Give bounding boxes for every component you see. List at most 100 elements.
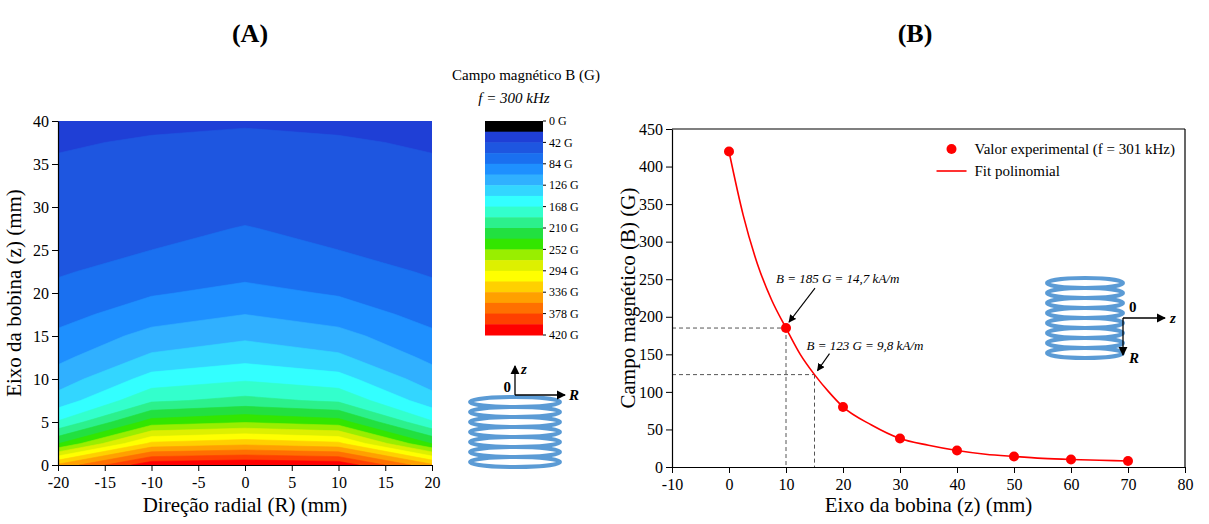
contour-band <box>132 460 359 465</box>
x-tick-mark <box>1014 467 1015 473</box>
y-tick-mark <box>666 354 672 355</box>
y-tick-label: 400 <box>639 158 663 175</box>
y-tick-mark <box>666 317 672 318</box>
annotation: B = 123 G = 9,8 kA/m <box>807 338 924 353</box>
y-tick-mark <box>666 129 672 130</box>
x-tick: 10 <box>331 465 347 491</box>
colorbar-tick <box>543 249 546 250</box>
y-tick-mark <box>666 167 672 168</box>
colorbar-tick <box>543 142 546 143</box>
x-tick: 10 <box>779 467 795 493</box>
contour-band <box>79 450 411 465</box>
colorbar-band <box>485 164 543 175</box>
guide-vertical <box>786 328 787 467</box>
annotation: B = 185 G = 14,7 kA/m <box>776 271 899 286</box>
y-tick-mark <box>52 465 58 466</box>
contour-band <box>58 428 432 465</box>
x-tick-mark <box>105 465 106 471</box>
legend-label: Fit polinomial <box>975 163 1060 179</box>
colorbar-title: Campo magnético B (G) <box>452 67 600 84</box>
y-tick: 10 <box>33 371 58 388</box>
colorbar-subtitle: f = 300 kHz <box>478 90 550 106</box>
x-tick-label: 0 <box>726 476 734 493</box>
colorbar-tick-label: 168 G <box>549 200 579 214</box>
colorbar-band <box>485 121 543 132</box>
y-tick-label: 250 <box>639 271 663 288</box>
colorbar-band <box>485 228 543 239</box>
y-axis: 050100150200250300350400450 <box>639 121 673 476</box>
x-tick-label: -20 <box>48 474 69 491</box>
coil-label: 0 <box>1129 299 1137 315</box>
colorbar-tick-label: 378 G <box>549 307 579 321</box>
y-tick: 300 <box>639 233 672 250</box>
fit-line <box>729 152 1128 461</box>
x-tick-mark <box>786 467 787 473</box>
y-tick: 20 <box>33 285 58 302</box>
contour-band <box>58 128 432 465</box>
y-tick: 200 <box>639 308 672 325</box>
contour-band <box>58 445 432 465</box>
x-tick-label: 20 <box>425 474 441 491</box>
legend-marker <box>947 144 957 154</box>
legend: Valor experimental (f = 301 kHz) Fit poli… <box>937 141 1175 179</box>
x-tick-mark <box>843 467 844 473</box>
legend-item: Valor experimental (f = 301 kHz) <box>947 141 1175 158</box>
x-tick-mark <box>432 465 433 471</box>
contour-band <box>58 406 432 465</box>
x-tick: -10 <box>141 465 162 491</box>
x-tick-label: -15 <box>95 474 116 491</box>
y-tick-label: 35 <box>33 156 49 173</box>
coil-turn <box>1047 348 1123 358</box>
figure: (A)-20-15-10-5051015200510152025303540Di… <box>0 0 1209 524</box>
x-tick: 50 <box>1007 467 1023 493</box>
contour-band <box>58 282 432 465</box>
y-tick-mark <box>52 293 58 294</box>
x-tick-label: 50 <box>1007 476 1023 493</box>
colorbar-band <box>485 217 543 228</box>
coil-label: 0 <box>504 379 512 395</box>
x-tick: 80 <box>1178 467 1194 493</box>
x-tick: 0 <box>242 465 250 491</box>
guide-horizontal <box>672 374 815 375</box>
x-tick-mark <box>292 465 293 471</box>
colorbar-tick-label: 210 G <box>549 221 579 235</box>
frame-top <box>672 128 1185 129</box>
y-tick: 400 <box>639 158 672 175</box>
contour-area <box>58 121 432 465</box>
coil-label: z <box>1169 310 1176 326</box>
x-tick-label: 15 <box>378 474 394 491</box>
x-tick-label: 40 <box>950 476 966 493</box>
y-axis-line <box>672 130 673 468</box>
contour-band <box>58 439 432 465</box>
y-tick: 50 <box>647 421 672 438</box>
coil-label: R <box>1128 350 1139 366</box>
contour-band <box>58 415 432 465</box>
x-tick-mark <box>672 467 673 473</box>
frame-right <box>1184 129 1185 467</box>
x-tick-mark <box>900 467 901 473</box>
coil-z-arrow <box>514 366 515 395</box>
y-tick-label: 450 <box>639 121 663 138</box>
x-tick-mark <box>152 465 153 471</box>
x-tick-mark <box>957 467 958 473</box>
colorbar-tick <box>543 228 546 229</box>
y-tick-mark <box>666 467 672 468</box>
y-tick: 40 <box>33 113 58 130</box>
y-tick: 100 <box>639 384 672 401</box>
x-axis-title: Direção radial (R) (mm) <box>143 493 348 517</box>
x-tick-label: -5 <box>192 474 205 491</box>
colorbar-band <box>485 260 543 271</box>
x-tick-label: 20 <box>836 476 852 493</box>
colorbar-tick-label: 0 G <box>549 114 567 128</box>
colorbar-band <box>485 324 543 335</box>
y-axis-line <box>58 122 59 466</box>
colorbar-tick-label: 252 G <box>549 243 579 257</box>
colorbar-tick-label: 42 G <box>549 136 573 150</box>
y-tick-label: 50 <box>647 421 663 438</box>
x-tick: 20 <box>836 467 852 493</box>
y-tick-label: 0 <box>41 457 49 474</box>
x-tick: -5 <box>192 465 205 491</box>
x-tick-label: 60 <box>1064 476 1080 493</box>
y-tick-label: 100 <box>639 384 663 401</box>
colorbar-tick <box>543 163 546 164</box>
